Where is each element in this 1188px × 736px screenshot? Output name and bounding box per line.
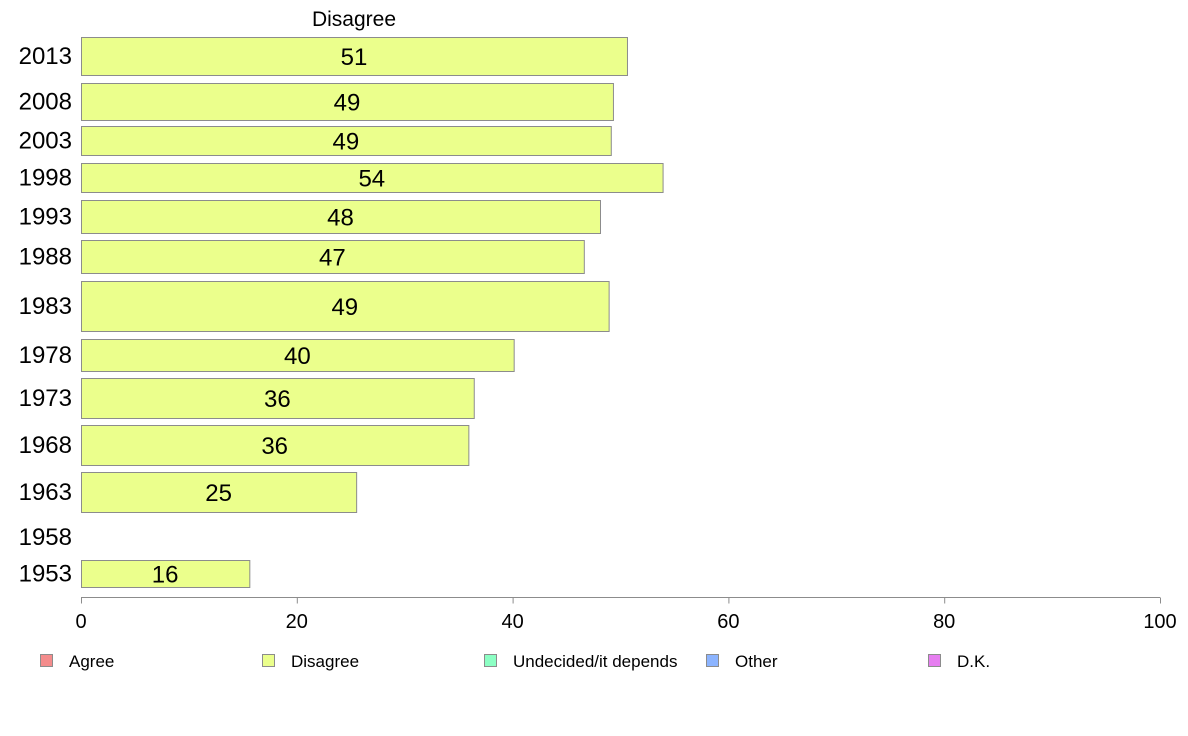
bar [81, 163, 664, 193]
bar-value-label: 25 [205, 480, 232, 507]
bar-value-label: 16 [152, 562, 179, 589]
category-label: 1968 [19, 432, 72, 459]
x-tick-label: 40 [501, 611, 523, 633]
category-label: 1998 [19, 165, 72, 192]
legend-label: Other [735, 652, 778, 671]
legend-swatch [928, 654, 941, 667]
bar [81, 339, 515, 372]
legend-label: Undecided/it depends [513, 652, 677, 671]
category-label: 1953 [19, 561, 72, 588]
bar-value-label: 36 [261, 433, 288, 460]
category-label: 1983 [19, 293, 72, 320]
bar-value-label: 49 [333, 129, 360, 156]
legend-swatch [706, 654, 719, 667]
bar [81, 472, 358, 513]
category-label: 1978 [19, 342, 72, 369]
legend-swatch [40, 654, 53, 667]
legend: Agree Disagree Undecided/it depends Other D.… [40, 652, 990, 671]
category-label: 1973 [19, 385, 72, 412]
bar [81, 560, 251, 588]
bar [81, 83, 614, 121]
bar [81, 240, 585, 274]
x-tick-label: 0 [75, 611, 86, 633]
bar [81, 37, 628, 76]
category-label: 1988 [19, 244, 72, 271]
bar [81, 378, 475, 419]
legend-label: D.K. [957, 652, 990, 671]
category-label: 1963 [19, 479, 72, 506]
legend-label: Agree [69, 652, 114, 671]
x-tick-label: 20 [286, 611, 308, 633]
bar-value-label: 47 [319, 245, 346, 272]
x-tick-label: 60 [717, 611, 739, 633]
x-tick-label: 100 [1143, 611, 1176, 633]
category-label: 2013 [19, 43, 72, 70]
bar [81, 200, 601, 234]
category-label: 2008 [19, 89, 72, 116]
x-axis: 0 20 40 60 80 100 [75, 597, 1177, 633]
bars-group: 2013 51 2008 49 2003 49 1998 54 1993 48 1988 47 1983… [19, 37, 664, 589]
bar [81, 425, 470, 466]
bar-value-label: 51 [341, 44, 368, 71]
bar [81, 281, 610, 332]
bar-value-label: 49 [334, 90, 361, 117]
legend-swatch [484, 654, 497, 667]
bar [81, 126, 612, 156]
bar-value-label: 36 [264, 386, 291, 413]
bar-value-label: 48 [327, 205, 354, 232]
bar-value-label: 40 [284, 343, 311, 370]
chart-title: Disagree [312, 8, 396, 31]
x-tick-label: 80 [933, 611, 955, 633]
legend-label: Disagree [291, 652, 359, 671]
legend-swatch [262, 654, 275, 667]
bar-value-label: 49 [331, 294, 358, 321]
category-label: 1993 [19, 204, 72, 231]
bar-value-label: 54 [358, 166, 385, 193]
category-label: 1958 [19, 524, 72, 551]
category-label: 2003 [19, 128, 72, 155]
